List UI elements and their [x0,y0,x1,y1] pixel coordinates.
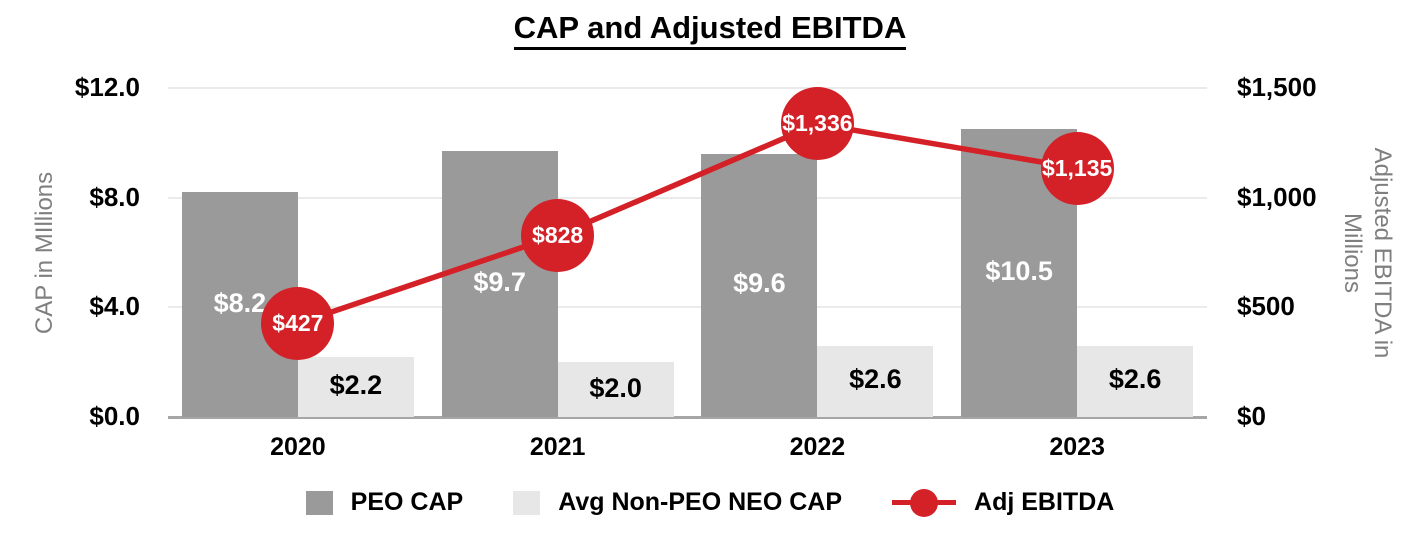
adj-ebitda-line-marker-icon [892,488,957,517]
bar-label-peo-cap: $9.7 [473,267,526,298]
chart-title: CAP and Adjusted EBITDA [0,10,1420,50]
bar-label-avg-non-peo-neo-cap: $2.2 [329,369,383,400]
bar-label-avg-non-peo-neo-cap: $2.0 [589,372,642,403]
left-axis-tick-label: $8.0 [89,181,140,212]
x-axis-category-label: 2020 [270,433,326,461]
bar-avg-non-peo-neo-cap [1077,345,1194,417]
legend-item-adj-ebitda: Adj EBITDA [892,488,1114,517]
bar-avg-non-peo-neo-cap [557,362,674,417]
adj-ebitda-marker: $1,336 [780,87,854,161]
gridline [168,87,1207,89]
legend-label-peo-cap: PEO CAP [350,488,464,516]
left-axis-tick-label: $0.0 [89,401,140,431]
legend-item-peo-cap: PEO CAP [305,488,464,517]
x-axis-category-label: 2022 [789,433,846,461]
peo-cap-swatch-icon [305,490,333,515]
legend-item-non-peo-cap: Avg Non-PEO NEO CAP [513,488,842,517]
left-axis-tick-label: $12.0 [74,72,140,102]
legend: PEO CAP Avg Non-PEO NEO CAP Adj EBITDA [0,488,1420,517]
left-axis-tick-label: $4.0 [89,291,140,322]
right-axis-tick-label: $1,000 [1237,181,1317,212]
adj-ebitda-marker: $1,135 [1040,131,1114,205]
bar-label-peo-cap: $8.2 [213,287,267,318]
bar-label-peo-cap: $10.5 [985,256,1053,287]
x-axis-line [168,416,1207,419]
right-axis-tick-label: $500 [1237,291,1295,322]
bar-label-peo-cap: $9.6 [733,268,786,299]
bar-avg-non-peo-neo-cap [817,345,934,417]
right-axis-tick-label: $0 [1237,401,1266,431]
x-axis-category-label: 2021 [529,433,586,461]
x-axis-category-label: 2023 [1049,433,1105,461]
legend-label-adj-ebitda: Adj EBITDA [974,488,1115,516]
legend-label-non-peo-cap: Avg Non-PEO NEO CAP [558,488,843,516]
bar-label-avg-non-peo-neo-cap: $2.6 [1108,364,1162,395]
avg-non-peo-neo-cap-swatch-icon [513,490,541,515]
adj-ebitda-marker: $828 [521,198,595,272]
adj-ebitda-marker: $427 [261,286,335,360]
bar-avg-non-peo-neo-cap [297,356,414,417]
bar-label-avg-non-peo-neo-cap: $2.6 [849,364,902,395]
right-axis-tick-label: $1,500 [1237,72,1317,102]
